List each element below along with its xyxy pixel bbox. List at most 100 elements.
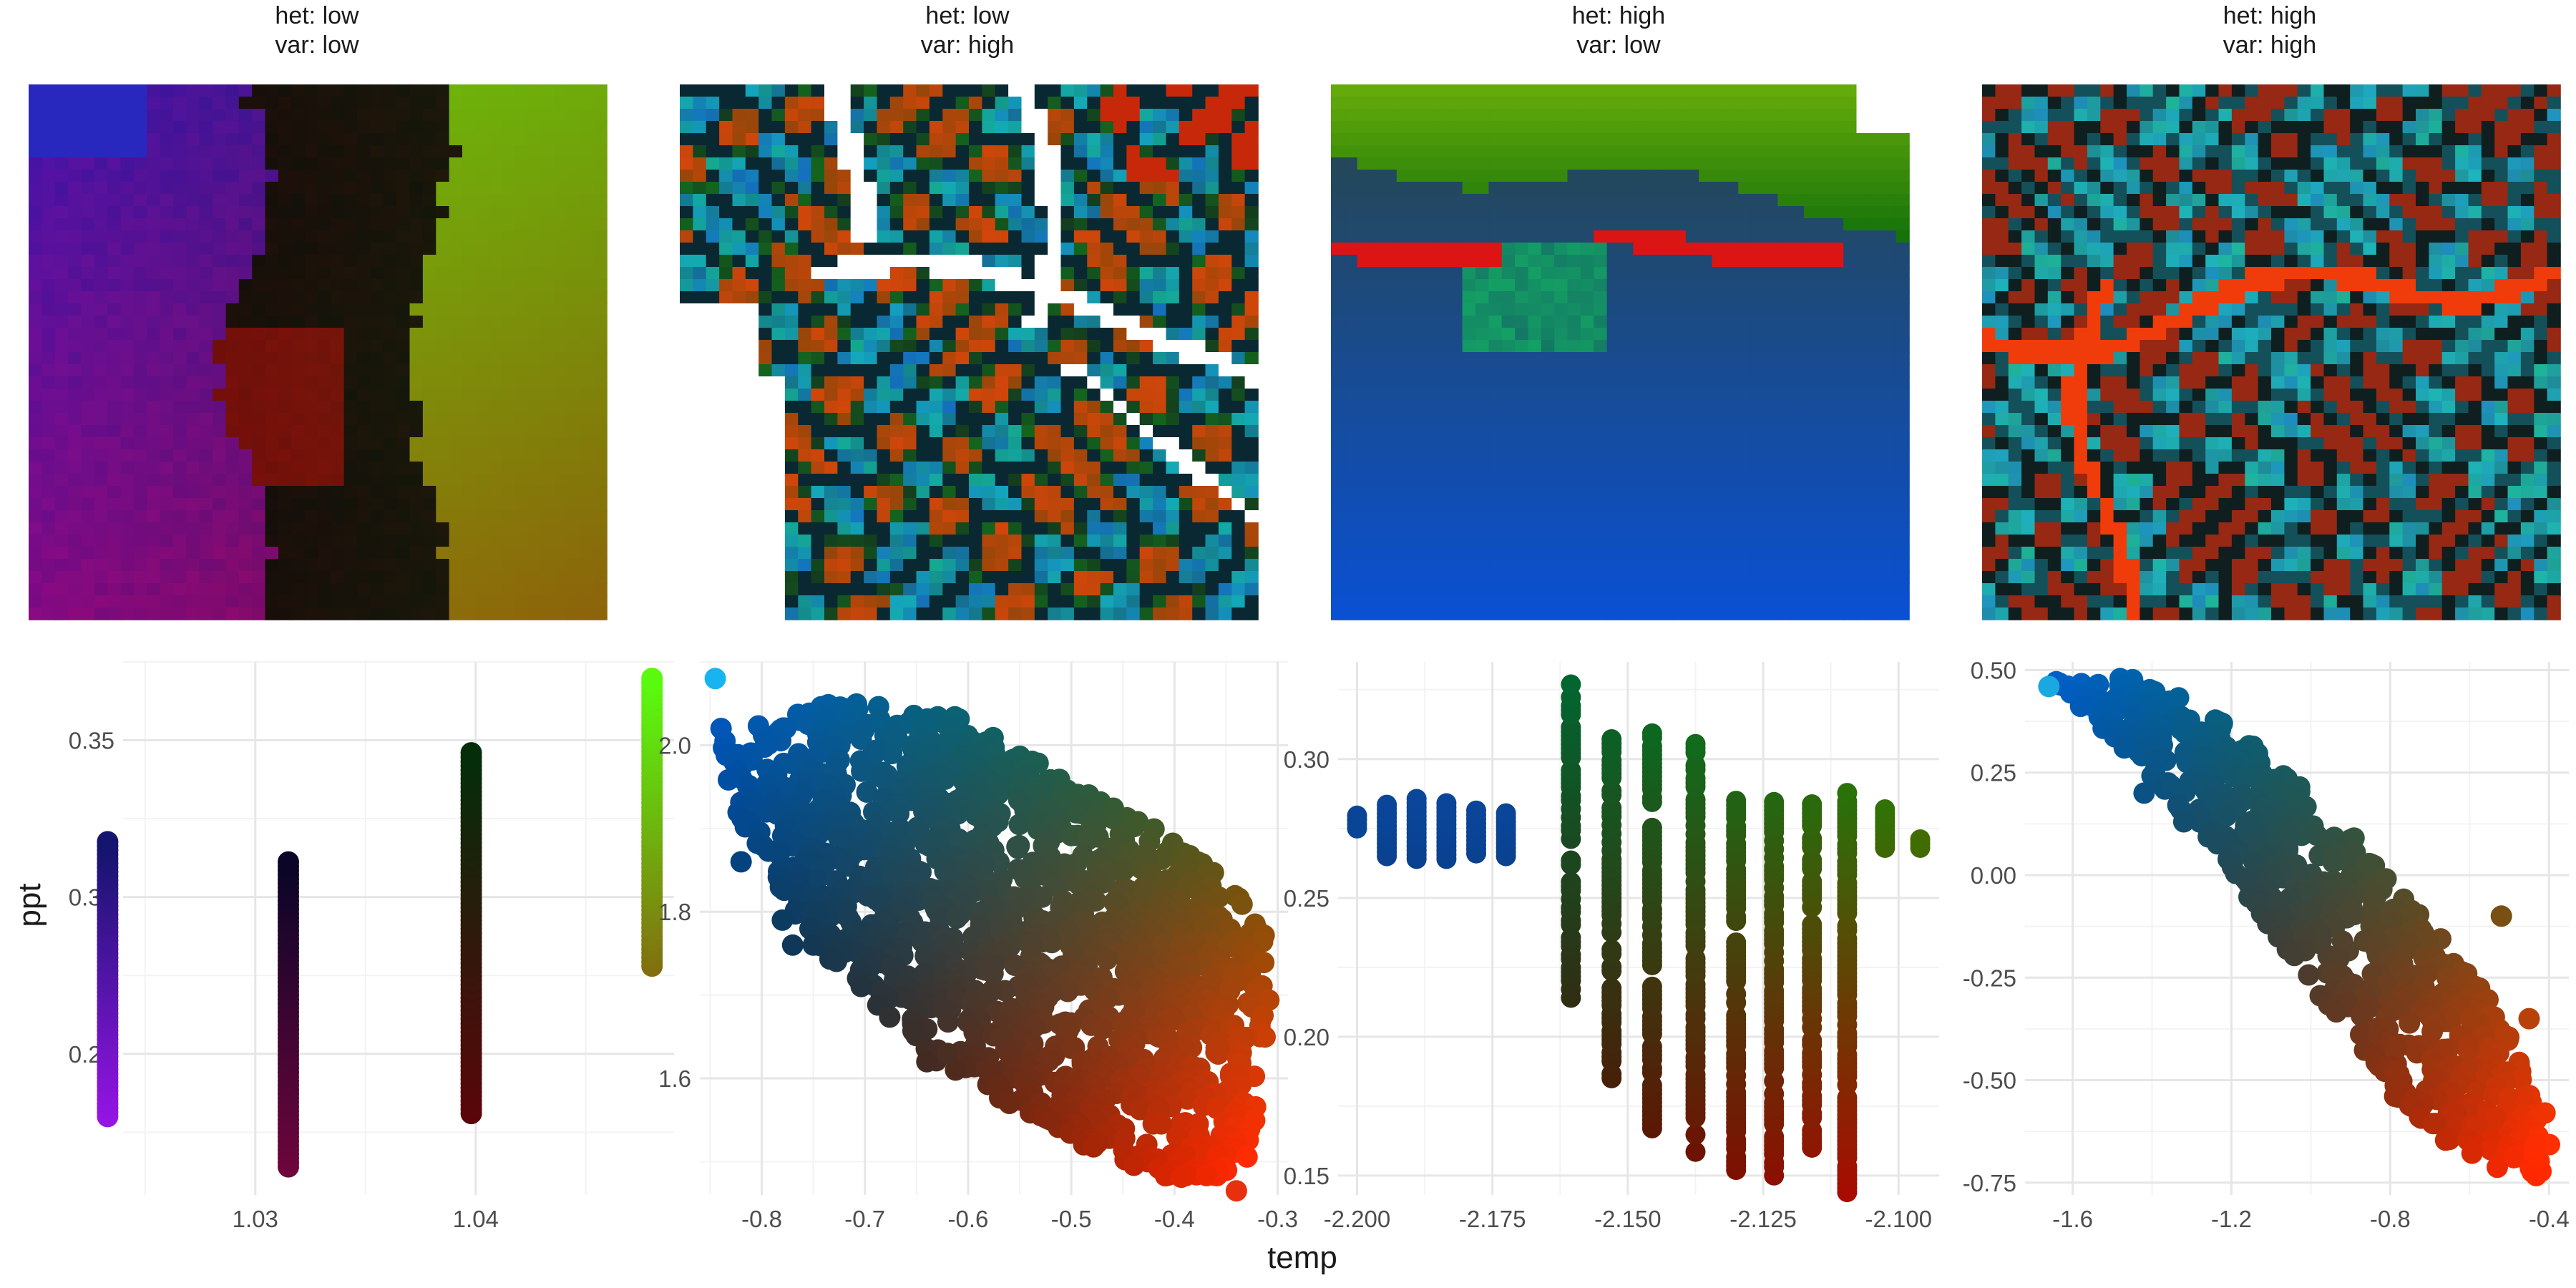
raster-cell bbox=[1100, 498, 1114, 511]
raster-cell bbox=[1113, 109, 1128, 122]
raster-cell bbox=[383, 583, 397, 596]
raster-cell bbox=[1179, 498, 1193, 511]
raster-cell bbox=[593, 425, 608, 438]
raster-cell bbox=[173, 510, 187, 523]
raster-cell bbox=[147, 291, 161, 304]
raster-cell bbox=[1218, 145, 1233, 158]
raster-cell bbox=[1179, 303, 1193, 316]
raster-cell bbox=[422, 194, 437, 207]
raster-cell bbox=[982, 437, 996, 450]
raster-cell bbox=[1218, 194, 1233, 207]
raster-cell bbox=[771, 170, 786, 182]
raster-cell bbox=[1048, 486, 1062, 499]
raster-cell bbox=[238, 340, 253, 353]
raster-cell bbox=[877, 352, 891, 365]
raster-cell bbox=[449, 413, 463, 426]
raster-cell bbox=[1633, 352, 1647, 365]
raster-cell bbox=[1113, 437, 1128, 450]
raster-cell bbox=[864, 109, 878, 122]
raster-cell bbox=[850, 364, 864, 377]
raster-cell bbox=[68, 571, 82, 584]
raster-cell bbox=[942, 595, 957, 608]
raster-cell bbox=[1087, 595, 1101, 608]
raster-cell bbox=[1139, 243, 1153, 255]
raster-cell bbox=[81, 364, 95, 377]
raster-cell bbox=[278, 218, 293, 231]
raster-cell bbox=[1218, 303, 1233, 316]
raster-cell bbox=[929, 498, 944, 511]
raster-cell bbox=[213, 243, 227, 255]
raster-cell bbox=[318, 352, 332, 365]
raster-cell bbox=[758, 389, 773, 401]
raster-cell bbox=[1830, 218, 1844, 231]
raster-cell bbox=[54, 547, 69, 560]
raster-cell bbox=[877, 559, 891, 572]
raster-cell bbox=[1008, 218, 1023, 231]
raster-cell bbox=[1383, 389, 1397, 401]
raster-cell bbox=[383, 243, 397, 255]
raster-cell bbox=[514, 498, 529, 511]
raster-cell bbox=[252, 547, 266, 560]
raster-cell bbox=[567, 279, 582, 292]
raster-cell bbox=[68, 303, 82, 316]
raster-cell bbox=[824, 316, 839, 328]
raster-cell bbox=[527, 97, 542, 109]
raster-cell bbox=[877, 413, 891, 426]
raster-cell bbox=[706, 401, 720, 414]
raster-cell bbox=[225, 401, 240, 414]
raster-cell bbox=[1126, 170, 1141, 182]
raster-cell bbox=[1357, 218, 1371, 231]
raster-cell bbox=[383, 84, 397, 97]
raster-cell bbox=[1501, 170, 1516, 182]
raster-cell bbox=[107, 595, 122, 608]
raster-cell bbox=[1008, 243, 1023, 255]
raster-cell bbox=[160, 133, 174, 146]
raster-cell bbox=[798, 608, 812, 620]
raster-cell bbox=[1139, 449, 1153, 462]
raster-cell bbox=[1712, 316, 1726, 328]
raster-cell bbox=[719, 206, 733, 219]
raster-cell bbox=[1462, 194, 1476, 207]
raster-cell bbox=[1843, 97, 1858, 109]
raster-cell bbox=[837, 218, 852, 231]
raster-cell bbox=[693, 182, 707, 195]
raster-cell bbox=[278, 255, 293, 268]
raster-cell bbox=[318, 389, 332, 401]
raster-cell bbox=[1580, 352, 1595, 365]
raster-cell bbox=[133, 498, 148, 511]
raster-cell bbox=[1751, 279, 1765, 292]
raster-cell bbox=[1244, 425, 1259, 438]
raster-cell bbox=[1765, 230, 1779, 243]
raster-cell bbox=[1166, 243, 1180, 255]
raster-cell bbox=[186, 316, 200, 328]
raster-cell bbox=[1777, 364, 1792, 377]
raster-cell bbox=[771, 157, 786, 170]
raster-cell bbox=[1659, 352, 1674, 365]
raster-cell bbox=[745, 595, 759, 608]
raster-cell bbox=[1724, 328, 1740, 341]
raster-cell bbox=[436, 230, 450, 243]
raster-cell bbox=[995, 267, 1009, 280]
raster-cell bbox=[1357, 389, 1371, 401]
raster-cell bbox=[1021, 413, 1035, 426]
raster-cell bbox=[120, 230, 135, 243]
raster-cell bbox=[771, 535, 786, 547]
raster-cell bbox=[1008, 401, 1023, 414]
raster-cell bbox=[798, 255, 812, 268]
raster-cell bbox=[462, 291, 477, 304]
raster-cell bbox=[693, 364, 707, 377]
raster-cell bbox=[541, 84, 555, 97]
raster-cell bbox=[1231, 145, 1246, 158]
raster-cell bbox=[837, 194, 852, 207]
raster-cell bbox=[1699, 157, 1713, 170]
raster-cell bbox=[1021, 583, 1035, 596]
raster-cell bbox=[68, 206, 82, 219]
raster-cell bbox=[1244, 230, 1259, 243]
raster-cell bbox=[1331, 194, 1345, 207]
raster-cell bbox=[1100, 401, 1114, 414]
raster-cell bbox=[449, 121, 463, 134]
raster-cell bbox=[343, 413, 358, 426]
raster-cell bbox=[1008, 474, 1023, 487]
raster-cell bbox=[160, 206, 174, 219]
raster-cell bbox=[422, 376, 437, 389]
